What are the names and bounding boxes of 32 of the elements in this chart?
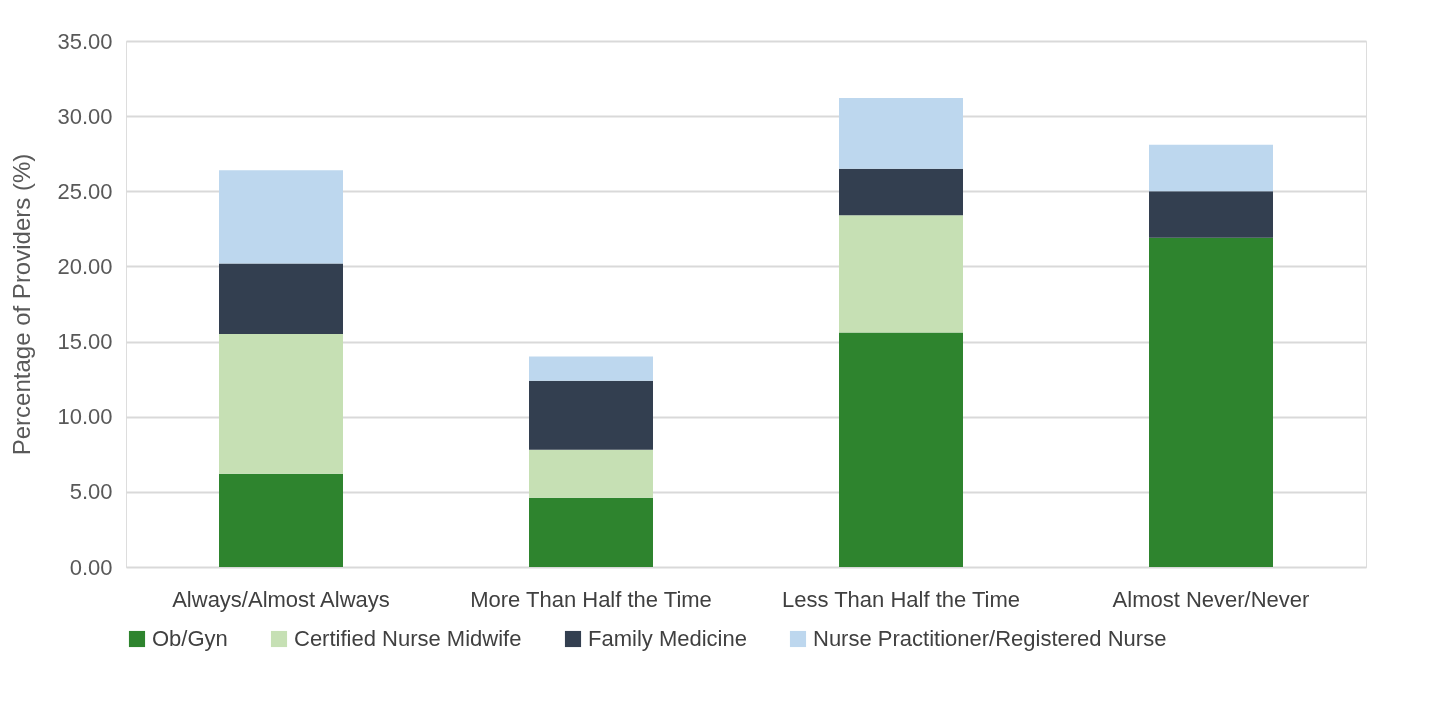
bar	[529, 449, 653, 498]
bar	[529, 497, 653, 567]
x-tick-label: Almost Never/Never	[1112, 586, 1310, 612]
bar	[529, 356, 653, 381]
bar	[219, 473, 343, 567]
bar	[529, 380, 653, 450]
bar	[219, 334, 343, 474]
y-tick-label: 30.00	[57, 103, 113, 129]
legend-label: Certified Nurse Midwife	[294, 626, 522, 651]
bar	[1149, 191, 1273, 238]
bar	[839, 168, 963, 216]
y-tick-label: 10.00	[57, 404, 113, 430]
bar	[839, 332, 963, 567]
bar	[839, 98, 963, 169]
y-tick-label: 20.00	[57, 253, 113, 279]
x-tick-label: Always/Almost Always	[172, 586, 390, 612]
bar	[1149, 237, 1273, 567]
legend-label: Ob/Gyn	[152, 626, 228, 651]
bar	[839, 215, 963, 333]
x-tick-label: Less Than Half the Time	[781, 586, 1021, 612]
legend-label: Nurse Practitioner/Registered Nurse	[813, 626, 1167, 651]
y-tick-label: 35.00	[57, 28, 113, 54]
bar	[219, 263, 343, 335]
y-tick-label: 25.00	[57, 178, 113, 204]
x-tick-label: More Than Half the Time	[470, 586, 712, 612]
y-axis-title: Percentage of Providers (%)	[8, 153, 36, 456]
y-tick-label: 0.00	[69, 554, 113, 580]
bar	[219, 170, 343, 264]
y-tick-label: 15.00	[57, 329, 113, 355]
legend-label: Family Medicine	[588, 626, 747, 651]
y-tick-label: 5.00	[69, 479, 113, 505]
bar	[1149, 144, 1273, 192]
